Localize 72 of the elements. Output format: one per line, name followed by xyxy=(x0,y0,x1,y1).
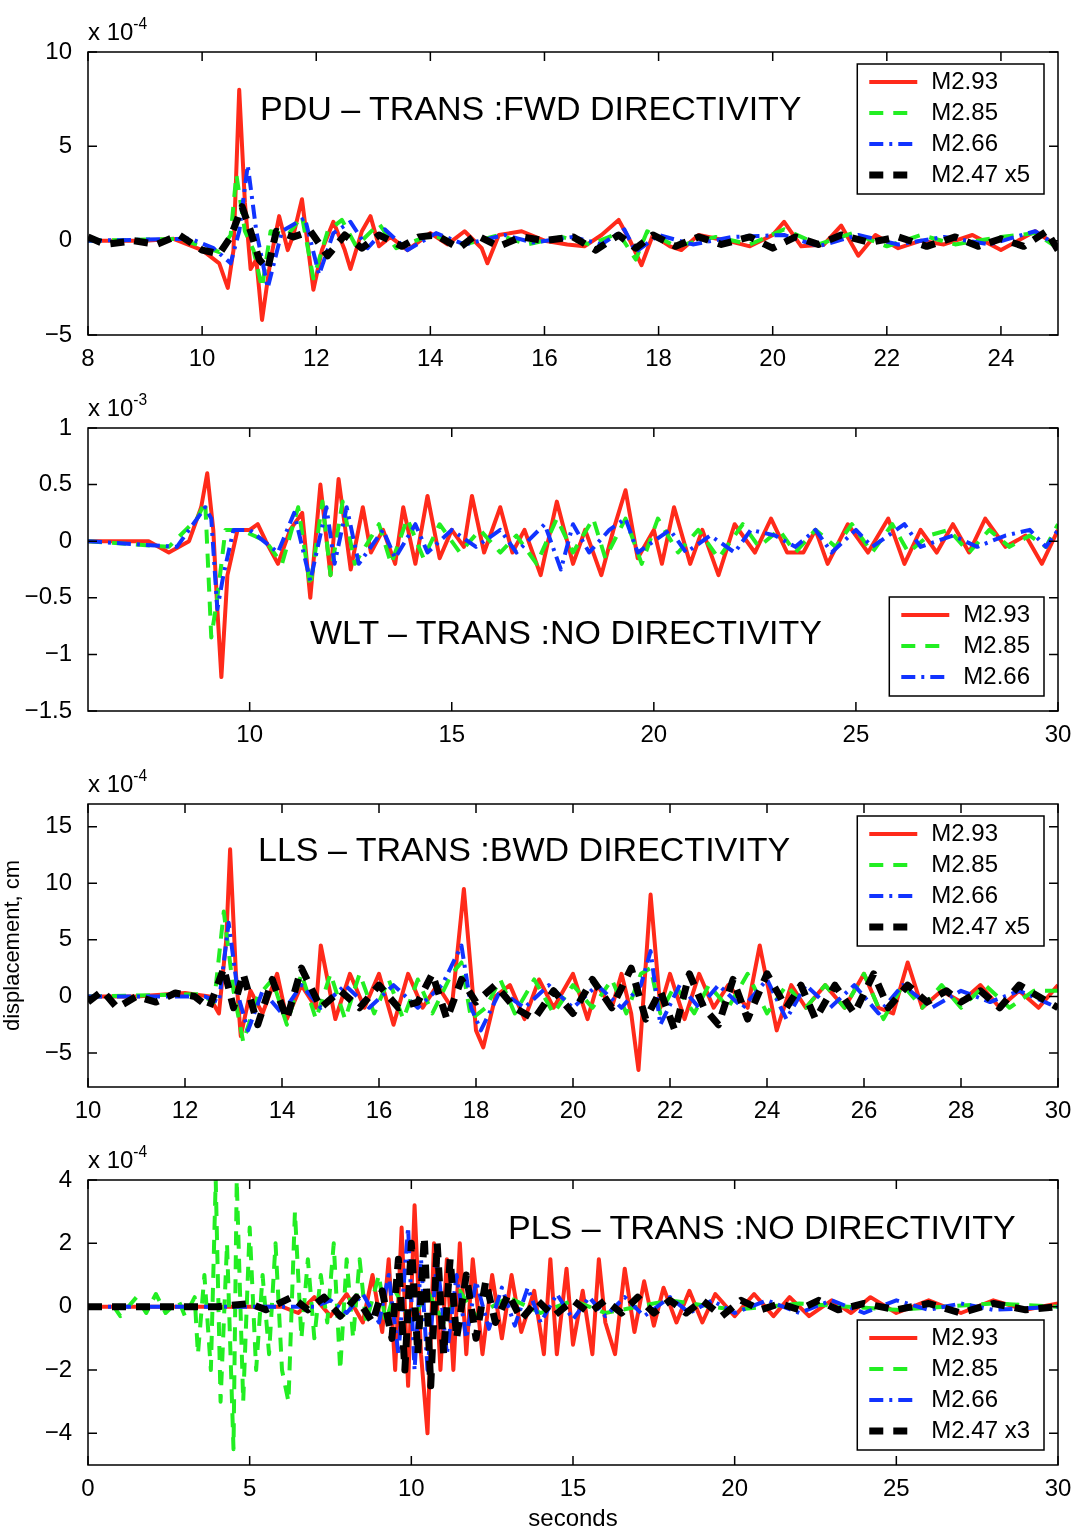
y-tick-label: −4 xyxy=(44,1417,72,1445)
legend-label: M2.93 xyxy=(931,66,998,94)
legend-label: M2.85 xyxy=(963,630,1030,658)
x-tick-label: 20 xyxy=(559,1096,587,1124)
x-tick-label: 12 xyxy=(302,344,330,372)
legend-label: M2.85 xyxy=(931,849,998,877)
y-tick-label: 0 xyxy=(58,525,72,553)
y-tick-label: 10 xyxy=(45,867,72,895)
legend-label: M2.66 xyxy=(931,128,998,156)
x-tick-label: 20 xyxy=(721,1474,749,1502)
x-tick-label: 14 xyxy=(268,1096,296,1124)
text: PDU – TRANS :FWD DIRECTIVITY xyxy=(260,89,802,127)
x-tick-label: 25 xyxy=(842,720,870,748)
x-tick-label: 20 xyxy=(640,720,668,748)
x-tick-label: 22 xyxy=(656,1096,684,1124)
y-tick-label: 0 xyxy=(58,225,72,253)
x-tick-label: 20 xyxy=(759,344,787,372)
legend-label: M2.66 xyxy=(931,880,998,908)
y-tick-label: 15 xyxy=(45,811,72,839)
text: PLS – TRANS :NO DIRECTIVITY xyxy=(508,1208,1016,1246)
legend-label: M2.93 xyxy=(931,1322,998,1350)
y-tick-label: 0 xyxy=(58,981,72,1009)
y-tick-label: −5 xyxy=(44,319,72,347)
y-tick-label: −2 xyxy=(44,1354,72,1382)
x-tick-label: 24 xyxy=(987,344,1015,372)
legend-label: M2.93 xyxy=(963,599,1030,627)
legend-label: M2.66 xyxy=(963,661,1030,689)
x-tick-label: 0 xyxy=(81,1474,95,1502)
x-tick-label: 10 xyxy=(397,1474,425,1502)
y-tick-label: 1 xyxy=(58,412,72,440)
x-tick-label: 18 xyxy=(645,344,672,372)
x-tick-label: 18 xyxy=(462,1096,490,1124)
y-tick-label: −1.5 xyxy=(24,695,72,723)
x-tick-label: 5 xyxy=(242,1474,257,1502)
y-tick-label: 0 xyxy=(58,1291,72,1319)
x-tick-label: 24 xyxy=(753,1096,781,1124)
x-tick-label: 30 xyxy=(1044,720,1072,748)
x-tick-label: 15 xyxy=(438,720,466,748)
x-tick-label: 30 xyxy=(1044,1474,1072,1502)
legend-label: M2.66 xyxy=(931,1384,998,1412)
y-tick-label: 2 xyxy=(58,1227,72,1255)
legend-label: M2.47 x3 xyxy=(931,1415,1030,1443)
y-tick-label: −0.5 xyxy=(24,582,72,610)
legend-label: M2.93 xyxy=(931,818,998,846)
y-tick-label: 0.5 xyxy=(38,469,72,497)
x-tick-label: 10 xyxy=(188,344,216,372)
x-tick-label: 25 xyxy=(882,1474,910,1502)
x-tick-label: 22 xyxy=(873,344,901,372)
legend-label: M2.47 x5 xyxy=(931,911,1030,939)
y-tick-label: 5 xyxy=(58,924,72,952)
y-tick-label: −1 xyxy=(44,639,72,667)
text: LLS – TRANS :BWD DIRECTIVITY xyxy=(258,830,791,868)
x-axis-title: seconds xyxy=(528,1504,618,1532)
x-tick-label: 30 xyxy=(1044,1096,1072,1124)
legend-label: M2.85 xyxy=(931,1353,998,1381)
x-tick-label: 8 xyxy=(81,344,95,372)
x-tick-label: 12 xyxy=(171,1096,199,1124)
y-tick-label: 4 xyxy=(58,1164,72,1192)
text: WLT – TRANS :NO DIRECTIVITY xyxy=(310,613,822,651)
y-tick-label: 10 xyxy=(45,36,72,64)
x-tick-label: 14 xyxy=(417,344,444,372)
y-tick-label: 5 xyxy=(58,130,72,158)
x-tick-label: 15 xyxy=(559,1474,587,1502)
x-tick-label: 26 xyxy=(850,1096,878,1124)
y-axis-title: displacement, cm xyxy=(0,859,25,1032)
x-tick-label: 16 xyxy=(531,344,558,372)
x-tick-label: 16 xyxy=(365,1096,393,1124)
legend-label: M2.47 x5 xyxy=(931,159,1030,187)
legend-label: M2.85 xyxy=(931,97,998,125)
y-tick-label: −5 xyxy=(44,1037,72,1065)
x-tick-label: 28 xyxy=(947,1096,975,1124)
x-tick-label: 10 xyxy=(236,720,264,748)
